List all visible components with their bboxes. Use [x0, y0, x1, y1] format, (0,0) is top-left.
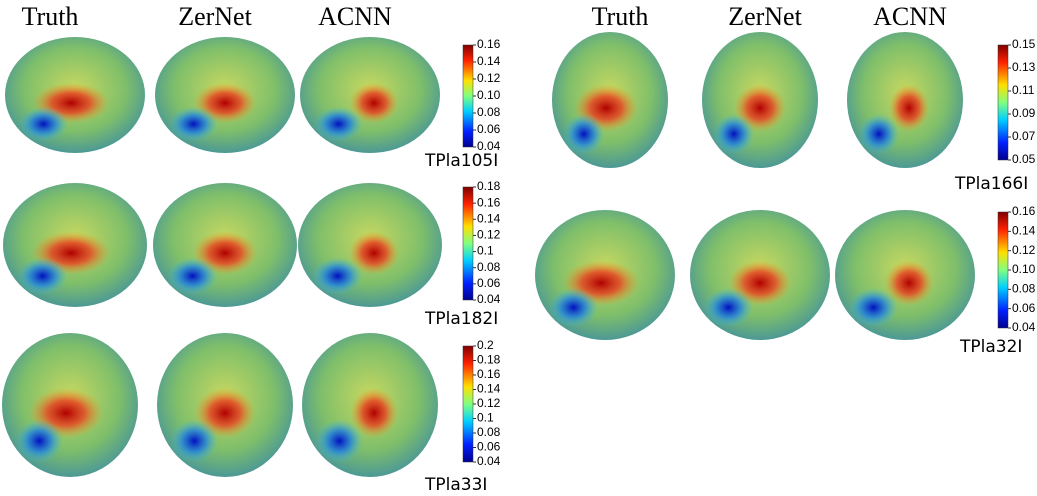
- colorbar-tick-label: 0.1: [477, 411, 494, 425]
- hot-region: [888, 84, 930, 132]
- colorbar-tick-label: 0.12: [477, 71, 501, 85]
- cold-region: [170, 419, 219, 463]
- panel-label: TPla182I: [424, 309, 498, 329]
- colorbar-tick-label: 0.16: [477, 195, 501, 209]
- column-header: Truth: [22, 2, 79, 31]
- colorbar-tick-label: 0.12: [477, 396, 501, 410]
- colorbar-tick-label: 0.05: [1012, 152, 1036, 166]
- column-header: Truth: [592, 2, 649, 31]
- cold-region: [315, 419, 364, 463]
- hot-region: [884, 260, 934, 306]
- panel-label: TPla33I: [424, 475, 487, 495]
- colorbar-tick-label: 0.18: [477, 179, 501, 193]
- colorbar: [997, 44, 1009, 161]
- colorbar-tick-label: 0.13: [1012, 60, 1036, 74]
- colorbar-tick-label: 0.08: [1012, 282, 1036, 296]
- column-header: ACNN: [873, 2, 947, 31]
- colorbar-tick-label: 0.16: [477, 367, 501, 381]
- cold-region: [549, 288, 598, 327]
- hot-region: [349, 82, 399, 124]
- cold-region: [19, 106, 68, 142]
- colorbar-tick-label: 0.08: [477, 105, 501, 119]
- colorbar-tick-label: 0.15: [1012, 37, 1036, 51]
- colorbar-tick-label: 0.12: [477, 228, 501, 242]
- colorbar-tick-label: 0.09: [1012, 106, 1036, 120]
- colorbar-tick-label: 0.10: [1012, 262, 1036, 276]
- colorbar-tick-label: 0.06: [477, 122, 501, 136]
- colorbar: [462, 345, 474, 463]
- cold-region: [312, 257, 363, 295]
- column-header: ZerNet: [178, 2, 252, 31]
- panel-label: TPla32I: [959, 337, 1022, 357]
- cold-region: [713, 113, 755, 155]
- colorbar-tick-label: 0.10: [477, 88, 501, 102]
- colorbar-tick-label: 0.16: [1012, 204, 1036, 218]
- colorbar-tick-label: 0.08: [477, 425, 501, 439]
- colorbar-tick-label: 0.07: [1012, 129, 1036, 143]
- hot-region: [348, 231, 400, 275]
- colorbar-tick-label: 0.04: [477, 292, 501, 306]
- colorbar-tick-label: 0.2: [477, 338, 494, 352]
- colorbar-tick-label: 0.1: [477, 244, 494, 258]
- colorbar-tick-label: 0.06: [477, 440, 501, 454]
- cold-region: [849, 288, 898, 327]
- colorbar-tick-label: 0.16: [477, 37, 501, 51]
- cold-region: [167, 257, 218, 295]
- colorbar-tick-label: 0.14: [1012, 224, 1036, 238]
- colorbar-tick-label: 0.04: [1012, 320, 1036, 334]
- cold-region: [169, 106, 218, 142]
- colorbar-tick-label: 0.14: [477, 54, 501, 68]
- colorbar-tick-label: 0.12: [1012, 243, 1036, 257]
- colorbar-tick-label: 0.11: [1012, 83, 1035, 97]
- cold-region: [563, 113, 605, 155]
- column-header: ACNN: [318, 2, 392, 31]
- colorbar-tick-label: 0.14: [477, 382, 501, 396]
- column-header: ZerNet: [728, 2, 802, 31]
- cold-region: [314, 106, 363, 142]
- colorbar-tick-label: 0.18: [477, 353, 501, 367]
- colorbar-tick-label: 0.14: [477, 211, 501, 225]
- colorbar: [462, 186, 474, 301]
- colorbar-tick-label: 0.04: [477, 454, 501, 468]
- colorbar-tick-label: 0.06: [1012, 301, 1036, 315]
- colorbar: [997, 211, 1009, 329]
- cold-region: [704, 288, 753, 327]
- hot-region: [350, 387, 398, 439]
- panel-label: TPla166I: [954, 174, 1028, 194]
- colorbar: [462, 44, 474, 148]
- cold-region: [17, 257, 68, 295]
- colorbar-tick-label: 0.04: [477, 139, 501, 153]
- cold-region: [858, 113, 900, 155]
- colorbar-tick-label: 0.06: [477, 276, 501, 290]
- colorbar-tick-label: 0.08: [477, 260, 501, 274]
- panel-label: TPla105I: [424, 151, 498, 171]
- cold-region: [15, 419, 64, 463]
